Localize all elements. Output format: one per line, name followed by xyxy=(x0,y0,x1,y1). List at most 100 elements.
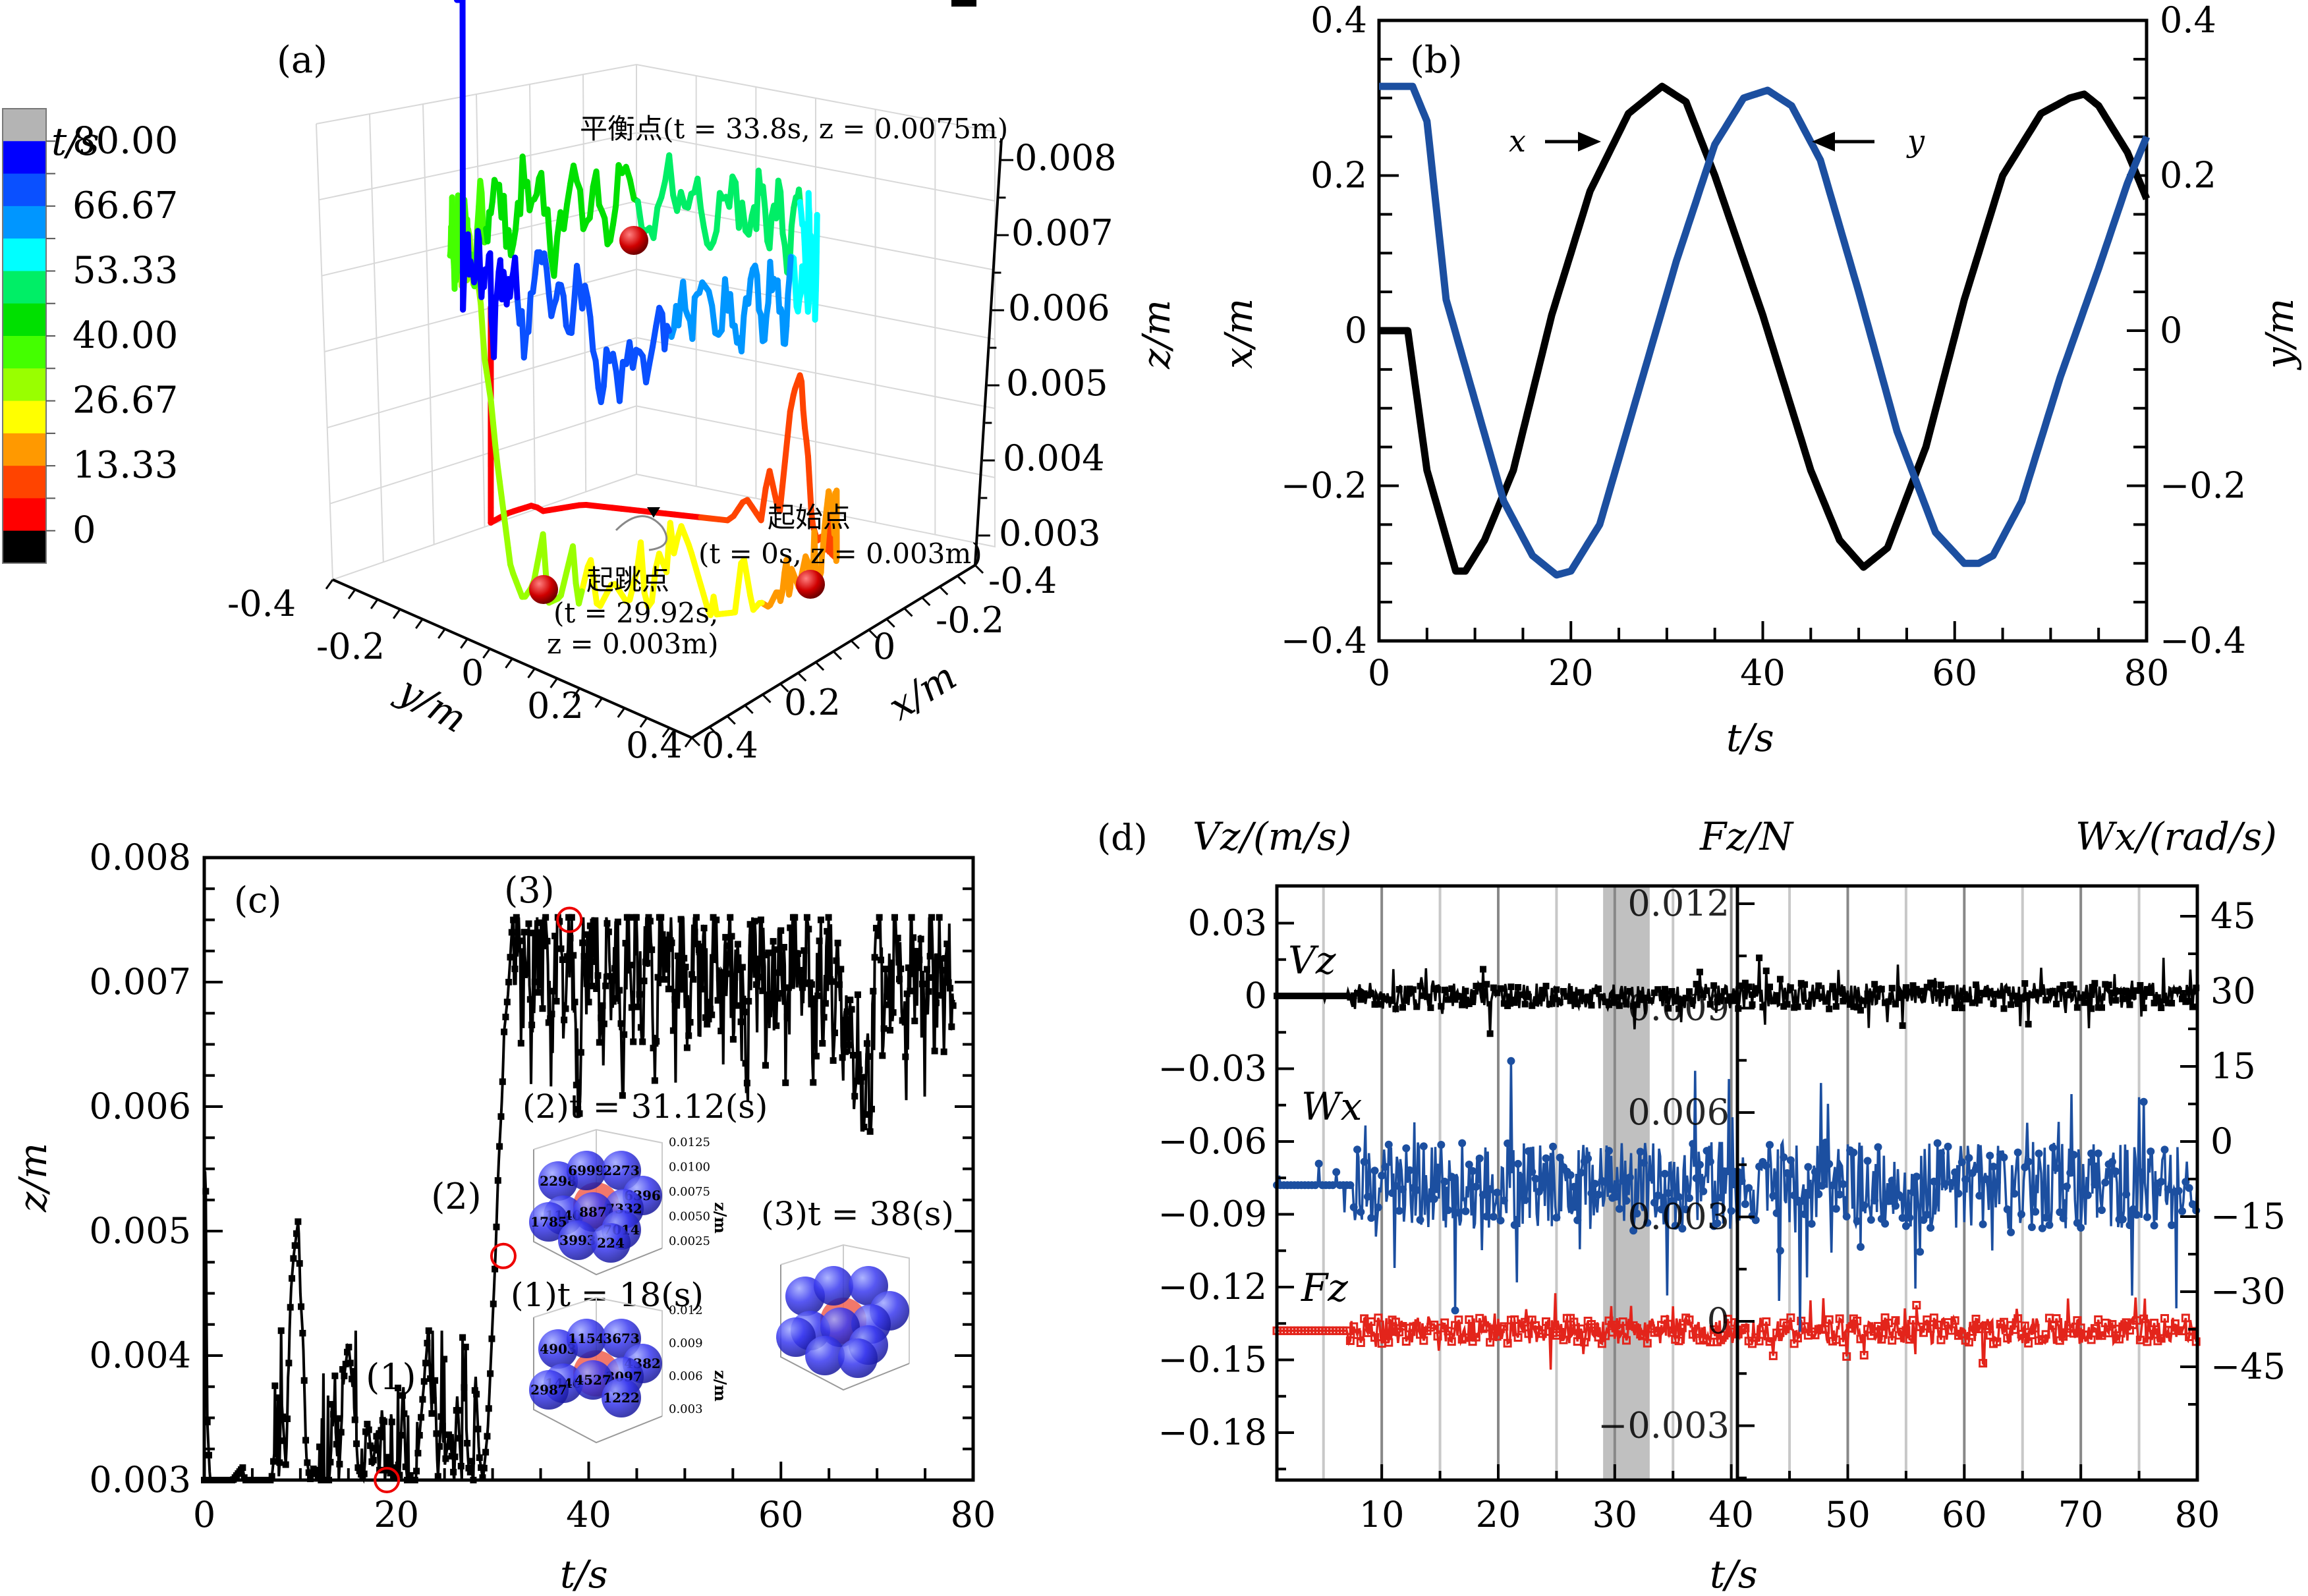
x-axis-label: t/s xyxy=(1726,715,1774,760)
trajectory-segment xyxy=(803,286,811,315)
trajectory-segment xyxy=(732,584,741,616)
series-z-marker xyxy=(868,1105,875,1113)
annotation-jump-point: 起跳点 xyxy=(586,564,669,596)
series-wx-marker xyxy=(1478,1191,1487,1199)
trajectory-segment xyxy=(568,298,578,336)
annotation-jump-point-detail: (t = 29.92s, xyxy=(553,597,718,629)
x-axis-tick xyxy=(850,640,860,649)
series-vz-marker xyxy=(1955,1001,1962,1008)
x-axis-tick xyxy=(939,586,949,595)
series-vz-marker xyxy=(1857,1006,1864,1014)
series-vz-marker xyxy=(1347,994,1354,1001)
particle-id: 6999 xyxy=(568,1163,605,1178)
series-z-marker xyxy=(779,990,786,997)
series-z-marker xyxy=(771,946,778,953)
series-z-marker xyxy=(414,1450,422,1457)
series-wx-marker xyxy=(2052,1164,2061,1172)
series-z-marker xyxy=(697,943,704,950)
series-z-marker xyxy=(708,1011,716,1018)
series-wx-marker xyxy=(1786,1156,1795,1165)
series-z-marker xyxy=(427,1375,434,1382)
right-tick-label: −15 xyxy=(2210,1196,2286,1237)
series-wx-marker xyxy=(1905,1213,1914,1222)
x-axis-tick xyxy=(886,618,895,628)
series-z-marker xyxy=(696,949,703,956)
trajectory-segment xyxy=(809,239,817,266)
z-axis-label: z/m xyxy=(1134,300,1179,370)
y-axis-tick xyxy=(684,737,693,748)
x-axis-tick xyxy=(690,736,701,747)
series-wx-marker xyxy=(1647,1173,1655,1182)
series-vz-marker xyxy=(1776,976,1784,983)
series-z-marker xyxy=(801,947,808,954)
series-z-marker xyxy=(285,1360,293,1367)
series-fz-marker xyxy=(1979,1359,1988,1368)
series-z-marker xyxy=(206,1452,213,1459)
series-z-marker xyxy=(381,1418,388,1425)
series-z-marker xyxy=(442,1455,449,1462)
inset-z-tick: 0.0050 xyxy=(669,1210,710,1224)
series-z-marker xyxy=(824,927,831,935)
series-vz-marker xyxy=(1301,993,1309,999)
series-z-marker xyxy=(705,1016,712,1023)
trajectory xyxy=(447,0,840,619)
series-wx-marker xyxy=(1448,1172,1456,1181)
series-wx-marker xyxy=(1395,1207,1403,1215)
series-wx-marker xyxy=(1867,1215,1875,1224)
series-z-marker xyxy=(539,1005,546,1012)
series-fz-marker xyxy=(1786,1313,1795,1322)
series-z-marker xyxy=(945,979,952,986)
trajectory-segment xyxy=(592,358,602,391)
trajectory-segment xyxy=(714,190,723,234)
highlight-circle xyxy=(490,1242,517,1269)
x-tick-label: 30 xyxy=(1592,1494,1637,1535)
series-z-marker xyxy=(598,1014,605,1022)
series-wx-marker xyxy=(1430,1195,1438,1203)
y-axis-tick xyxy=(370,599,379,609)
series-z-marker xyxy=(459,1334,466,1341)
series-vz-marker xyxy=(1494,989,1501,997)
series-z-marker xyxy=(830,1057,837,1064)
series-z-marker xyxy=(443,1443,451,1450)
colorbar-tick-label: 66.67 xyxy=(72,184,178,227)
trajectory-segment xyxy=(758,312,766,344)
series-vz-marker xyxy=(2032,989,2039,996)
series-vz-marker xyxy=(1546,1001,1553,1008)
series-vz-marker xyxy=(1318,993,1326,999)
colorbar-tick-label: 80.00 xyxy=(72,119,178,162)
series-wx-marker xyxy=(1909,1188,1917,1196)
series-wx-marker xyxy=(2066,1169,2075,1177)
series-fz-marker xyxy=(1556,1328,1565,1337)
series-wx-marker xyxy=(1961,1175,1970,1184)
series-wx-marker xyxy=(1413,1186,1421,1194)
x-axis-tick xyxy=(921,597,931,607)
series-vz-marker xyxy=(2133,987,2141,994)
series-z-marker xyxy=(814,992,822,999)
series-wx-marker xyxy=(1951,1168,1959,1176)
y-axis-tick xyxy=(482,648,491,659)
series-z-marker xyxy=(819,1039,826,1047)
inset-box xyxy=(533,1149,663,1276)
trajectory-segment xyxy=(602,215,611,248)
series-z-marker xyxy=(833,957,840,964)
trajectory-segment xyxy=(744,574,754,599)
series-z-marker xyxy=(845,1041,852,1049)
series-vz-marker xyxy=(1840,997,1847,1004)
series-vz-marker xyxy=(1406,985,1413,993)
series-fz-marker xyxy=(1692,1327,1701,1336)
series-z-marker xyxy=(674,952,681,960)
series-z-marker xyxy=(731,974,739,981)
series-wx-marker xyxy=(1727,1207,1735,1215)
series-z-marker xyxy=(687,1019,694,1026)
series-z-marker xyxy=(401,1410,408,1417)
series-fz-marker xyxy=(1783,1321,1792,1331)
series-vz-marker xyxy=(1434,986,1442,993)
y-tick: 0 xyxy=(461,652,484,694)
series-z-marker xyxy=(468,1458,476,1465)
trajectory-segment xyxy=(779,458,788,489)
series-fz-marker xyxy=(1615,1326,1624,1335)
series-z-marker xyxy=(923,966,930,973)
series-z-marker xyxy=(750,943,757,950)
trajectory-segment xyxy=(640,353,650,386)
series-z-marker xyxy=(335,1415,342,1422)
